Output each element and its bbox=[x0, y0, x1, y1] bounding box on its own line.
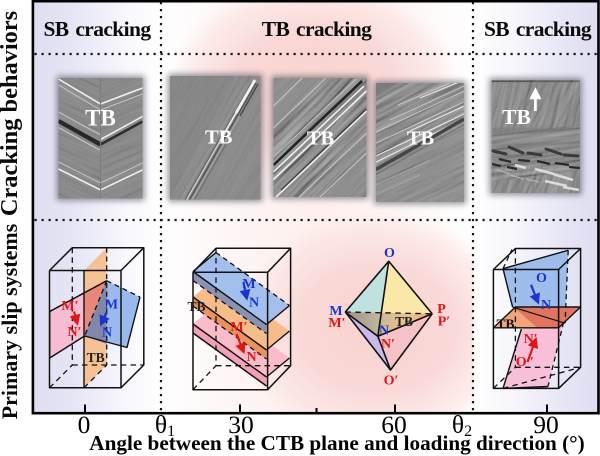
svg-text:M: M bbox=[105, 298, 118, 313]
svg-text:Angle between the CTB plane an: Angle between the CTB plane and loading … bbox=[89, 431, 584, 455]
svg-text:Cracking behaviors: Cracking behaviors bbox=[0, 11, 23, 216]
svg-text:90: 90 bbox=[533, 410, 559, 439]
svg-text:M′: M′ bbox=[230, 320, 247, 335]
svg-text:TB: TB bbox=[395, 314, 413, 329]
svg-text:M′: M′ bbox=[61, 299, 78, 314]
svg-text:N′: N′ bbox=[524, 332, 538, 347]
svg-text:30: 30 bbox=[228, 410, 254, 439]
svg-text:0: 0 bbox=[78, 410, 91, 439]
svg-text:60: 60 bbox=[381, 410, 407, 439]
svg-text:TB cracking: TB cracking bbox=[262, 17, 372, 41]
svg-text:N: N bbox=[249, 296, 259, 311]
svg-text:N′: N′ bbox=[67, 325, 81, 340]
svg-text:P: P bbox=[437, 302, 446, 317]
svg-text:TB: TB bbox=[187, 299, 205, 314]
svg-text:N: N bbox=[541, 298, 551, 313]
svg-text:O: O bbox=[384, 246, 395, 261]
svg-text:TB: TB bbox=[502, 105, 531, 129]
svg-text:N′: N′ bbox=[381, 337, 395, 352]
svg-text:TB: TB bbox=[307, 128, 335, 150]
svg-text:N: N bbox=[379, 324, 389, 339]
svg-text:TB: TB bbox=[496, 317, 514, 332]
svg-text:TB: TB bbox=[205, 127, 233, 149]
svg-text:O′: O′ bbox=[384, 374, 399, 389]
svg-text:O″: O″ bbox=[516, 355, 535, 370]
svg-text:Primary slip systems: Primary slip systems bbox=[0, 223, 22, 419]
svg-text:M′: M′ bbox=[328, 316, 345, 331]
svg-text:TB: TB bbox=[85, 106, 116, 131]
svg-text:N′: N′ bbox=[246, 350, 260, 365]
svg-text:SB cracking: SB cracking bbox=[484, 17, 592, 41]
svg-text:N: N bbox=[102, 326, 112, 341]
svg-text:P′: P′ bbox=[438, 315, 451, 330]
svg-text:SB cracking: SB cracking bbox=[43, 17, 151, 41]
svg-text:O: O bbox=[536, 271, 547, 286]
svg-text:M: M bbox=[329, 304, 342, 319]
svg-text:TB: TB bbox=[87, 350, 105, 365]
svg-text:TB: TB bbox=[407, 128, 435, 150]
